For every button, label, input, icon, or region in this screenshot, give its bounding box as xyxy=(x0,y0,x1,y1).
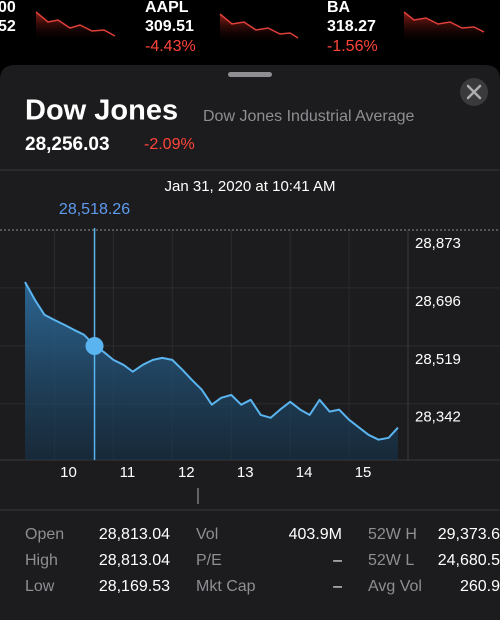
stat-label: 52W L xyxy=(368,552,414,569)
sparkline xyxy=(219,13,299,39)
chart: 10 11 12 13 14 15 28,873 28,696 28,519 28,342 28,5… xyxy=(0,201,500,481)
stat-value: – xyxy=(333,552,342,569)
sparkline-fill xyxy=(220,14,298,44)
selected-time: Jan 31, 2020 at 10:41 AM xyxy=(165,178,336,195)
stat-value: 29,373.6 xyxy=(438,526,500,543)
sparkline xyxy=(35,11,116,37)
line xyxy=(24,281,399,441)
ticker-price: 318.27 xyxy=(327,18,376,35)
close-button[interactable] xyxy=(460,78,488,106)
x-tick-label: 14 xyxy=(296,464,313,481)
y-tick-label: 28,519 xyxy=(415,351,461,368)
ticker-symbol: AAPL xyxy=(145,0,189,16)
ticker-price: 52 xyxy=(0,18,16,35)
stat-value: 260.9 xyxy=(460,578,500,595)
ticker-change: -1.56% xyxy=(327,38,378,55)
subtitle: Dow Jones Industrial Average xyxy=(203,108,414,125)
stat-label: Low xyxy=(25,578,55,595)
ticker-price: 309.51 xyxy=(145,18,194,35)
x-tick-label: 12 xyxy=(178,464,195,481)
x-tick-label: 13 xyxy=(237,464,254,481)
change: -2.09% xyxy=(144,136,195,153)
stat-label: Avg Vol xyxy=(368,578,422,595)
x-tick-label: 11 xyxy=(120,464,136,481)
y-tick-label: 28,696 xyxy=(415,293,461,310)
stat-label: Vol xyxy=(196,526,218,543)
x-tick-label: 10 xyxy=(60,464,77,481)
ticker-change: -4.43% xyxy=(145,38,196,55)
stat-label: 52W H xyxy=(368,526,417,543)
card xyxy=(0,65,500,620)
stat-label: Open xyxy=(25,526,64,543)
stat-value: – xyxy=(333,578,342,595)
stat-label: High xyxy=(25,552,58,569)
stat-value: 28,169.53 xyxy=(99,578,170,595)
sparkline xyxy=(403,11,485,33)
close-icon xyxy=(466,84,482,100)
ticker-symbol: BA xyxy=(327,0,351,16)
selected-value: 28,518.26 xyxy=(59,201,130,218)
stat-value: 28,813.04 xyxy=(99,552,170,569)
sparkline-fill xyxy=(36,12,118,42)
stat-value: 28,813.04 xyxy=(99,526,170,543)
selected-point xyxy=(85,337,104,356)
stat-value: 24,680.5 xyxy=(438,552,500,569)
y-tick-label: 28,342 xyxy=(415,409,461,426)
area xyxy=(25,282,398,460)
stat-label: P/E xyxy=(196,552,222,569)
ticker-strip: 00 52 AAPL 309.51 -4.43% BA 318.27 -1.56… xyxy=(0,0,485,55)
sparkline-fill xyxy=(404,12,484,44)
stat-value: 403.9M xyxy=(289,526,342,543)
price: 28,256.03 xyxy=(25,134,110,155)
drag-handle[interactable] xyxy=(228,72,272,77)
stat-label: Mkt Cap xyxy=(196,578,256,595)
y-tick-label: 28,873 xyxy=(415,235,461,252)
scrubber xyxy=(197,488,199,504)
x-tick-label: 15 xyxy=(355,464,372,481)
ticker-symbol: 00 xyxy=(0,0,16,16)
title: Dow Jones xyxy=(25,95,178,127)
